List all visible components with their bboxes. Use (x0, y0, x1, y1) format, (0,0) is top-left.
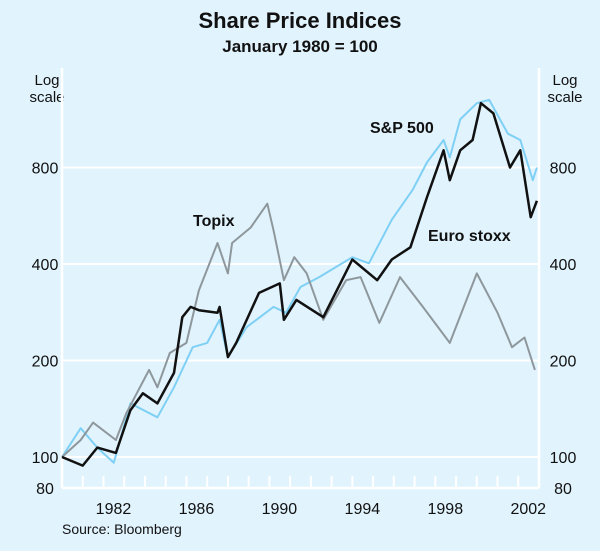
series-line-topix (61, 202, 536, 458)
source-note: Source: Bloomberg (62, 521, 182, 537)
y-tick-label-right: 200 (550, 354, 577, 371)
y-tick-label-right: 100 (550, 450, 577, 467)
y-tick-label-left: 200 (32, 354, 59, 371)
series-label: S&P 500 (370, 120, 434, 137)
y-axis-label-left: Log scale (29, 72, 65, 106)
y-tick-label-left: 400 (32, 257, 59, 274)
y-axis-label-right: Log scale (547, 72, 583, 106)
chart-subtitle: January 1980 = 100 (222, 37, 378, 56)
x-tick-label: 1998 (428, 501, 464, 518)
series-line-euro-stoxx (61, 101, 539, 467)
y-tick-label-right: 80 (554, 481, 572, 498)
y-tick-label-right: 800 (550, 161, 577, 178)
x-tick-label: 1990 (262, 501, 298, 518)
series-label: Euro stoxx (428, 228, 511, 245)
x-tick-label: 1982 (96, 501, 132, 518)
y-tick-label-left: 80 (36, 481, 54, 498)
x-tick-label: 1986 (179, 501, 215, 518)
y-tick-label-left: 800 (32, 161, 59, 178)
chart-title: Share Price Indices (198, 8, 402, 33)
series-label: Topix (193, 213, 235, 230)
x-tick-label: 1994 (345, 501, 381, 518)
y-tick-label-right: 400 (550, 257, 577, 274)
x-tick-label: 2002 (510, 501, 546, 518)
y-tick-label-left: 100 (32, 450, 59, 467)
